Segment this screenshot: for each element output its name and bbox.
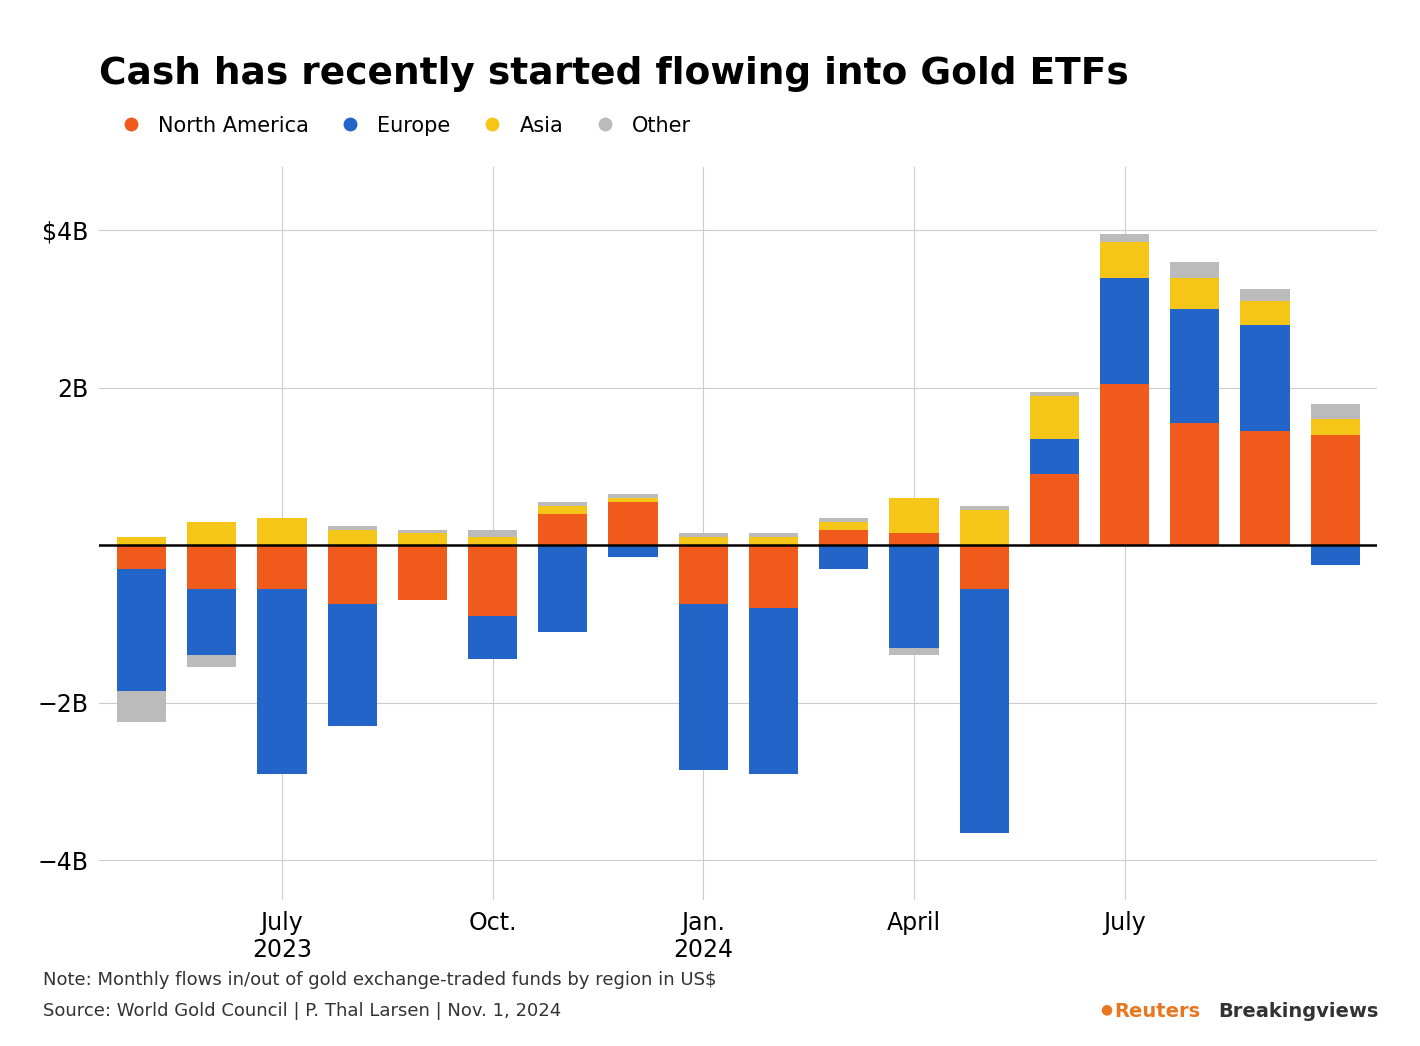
Bar	[398, 545, 447, 600]
Bar	[538, 514, 588, 545]
Bar	[398, 529, 447, 533]
Bar	[1030, 439, 1079, 475]
Bar	[889, 533, 939, 545]
Bar	[1170, 262, 1220, 277]
Bar	[609, 494, 657, 498]
Bar	[328, 545, 376, 605]
Bar	[538, 502, 588, 506]
Bar	[328, 529, 376, 545]
Bar	[187, 589, 236, 656]
Bar	[116, 691, 166, 723]
Bar	[187, 522, 236, 545]
Bar	[609, 498, 657, 502]
Bar	[1241, 325, 1289, 431]
Bar	[116, 569, 166, 691]
Bar	[1100, 384, 1149, 545]
Bar	[748, 545, 798, 609]
Bar	[1241, 290, 1289, 301]
Bar	[398, 533, 447, 545]
Bar	[748, 533, 798, 538]
Bar	[748, 609, 798, 774]
Bar	[748, 538, 798, 545]
Bar	[1170, 277, 1220, 309]
Text: Source: World Gold Council | P. Thal Larsen | Nov. 1, 2024: Source: World Gold Council | P. Thal Lar…	[43, 1002, 561, 1020]
Bar	[819, 518, 868, 522]
Text: ●: ●	[1100, 1002, 1113, 1016]
Legend: North America, Europe, Asia, Other: North America, Europe, Asia, Other	[109, 115, 692, 136]
Bar	[469, 616, 517, 659]
Text: Cash has recently started flowing into Gold ETFs: Cash has recently started flowing into G…	[99, 56, 1129, 92]
Bar	[469, 545, 517, 616]
Bar	[1030, 395, 1079, 439]
Bar	[1311, 435, 1360, 545]
Bar	[889, 498, 939, 533]
Bar	[1100, 243, 1149, 277]
Bar	[1170, 309, 1220, 424]
Bar	[116, 538, 166, 545]
Bar	[679, 533, 728, 538]
Text: Reuters: Reuters	[1115, 1002, 1201, 1021]
Bar	[679, 545, 728, 605]
Bar	[116, 545, 166, 569]
Bar	[609, 545, 657, 558]
Text: Note: Monthly flows in/out of gold exchange-traded funds by region in US$: Note: Monthly flows in/out of gold excha…	[43, 971, 716, 988]
Bar	[1311, 404, 1360, 419]
Bar	[889, 647, 939, 656]
Text: Breakingviews: Breakingviews	[1218, 1002, 1379, 1021]
Bar	[257, 589, 307, 774]
Bar	[1170, 424, 1220, 545]
Bar	[609, 502, 657, 545]
Bar	[538, 545, 588, 632]
Bar	[328, 525, 376, 529]
Bar	[1241, 431, 1289, 545]
Bar	[679, 605, 728, 770]
Bar	[960, 545, 1008, 589]
Bar	[257, 545, 307, 589]
Bar	[187, 656, 236, 667]
Bar	[469, 538, 517, 545]
Bar	[889, 545, 939, 647]
Bar	[1030, 392, 1079, 395]
Bar	[469, 529, 517, 538]
Bar	[1241, 301, 1289, 325]
Bar	[960, 506, 1008, 509]
Bar	[819, 522, 868, 529]
Bar	[819, 529, 868, 545]
Bar	[187, 545, 236, 589]
Bar	[1100, 277, 1149, 384]
Bar	[960, 509, 1008, 545]
Bar	[538, 506, 588, 514]
Bar	[1311, 419, 1360, 435]
Bar	[1030, 475, 1079, 545]
Bar	[679, 538, 728, 545]
Bar	[1100, 234, 1149, 243]
Bar	[257, 518, 307, 545]
Bar	[1311, 545, 1360, 565]
Bar	[819, 545, 868, 569]
Bar	[960, 589, 1008, 833]
Bar	[328, 605, 376, 726]
